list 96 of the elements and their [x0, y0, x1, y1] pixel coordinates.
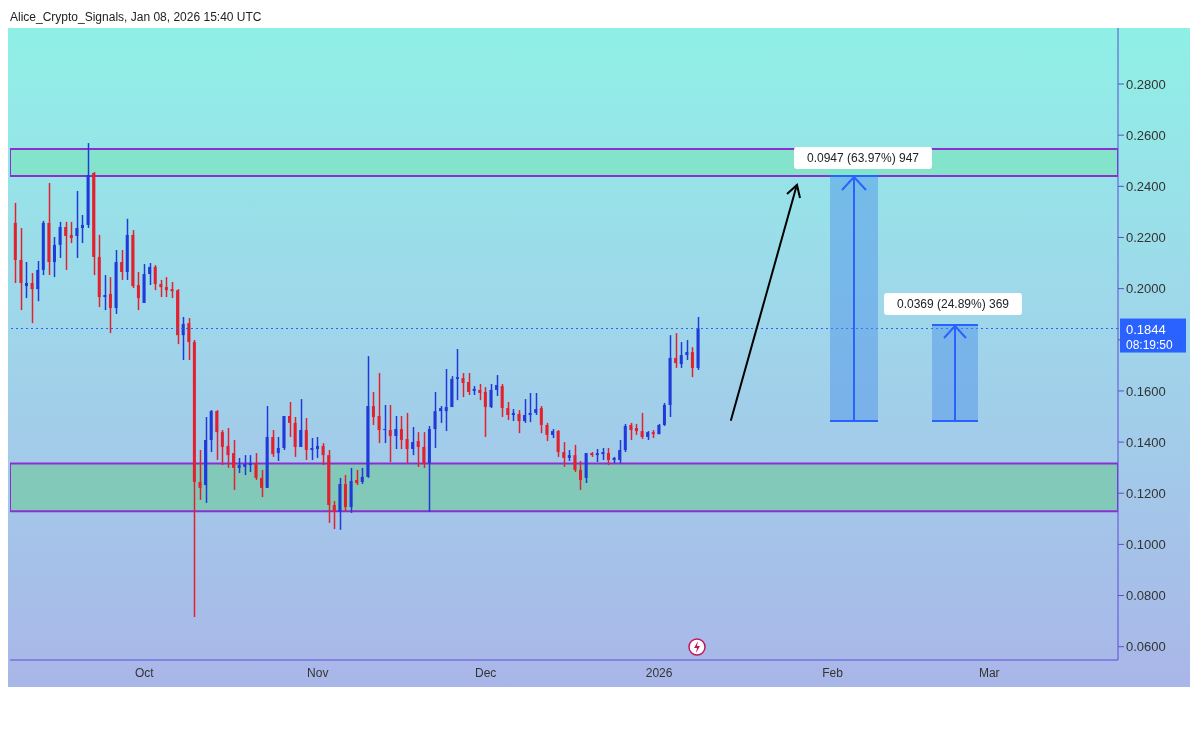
candlestick: [562, 441, 566, 468]
candlestick: [394, 415, 398, 450]
candlestick: [254, 452, 258, 481]
candlestick: [467, 372, 471, 396]
candlestick: [299, 398, 303, 448]
candlestick: [288, 401, 292, 438]
candlestick: [685, 339, 689, 361]
x-tick-label: Dec: [474, 665, 497, 680]
candlestick: [103, 274, 107, 311]
candlestick: [271, 429, 275, 458]
candlestick: [136, 271, 140, 311]
candlestick: [455, 348, 459, 401]
candlestick: [276, 436, 280, 462]
candlestick: [545, 422, 549, 442]
candlestick: [517, 409, 521, 434]
x-tick-label: Oct: [134, 665, 155, 680]
y-tick-label: 0.2600: [1126, 127, 1166, 143]
y-tick-label: 0.2800: [1126, 76, 1166, 92]
candlestick: [148, 262, 152, 286]
candlestick: [388, 404, 392, 463]
y-tick-label: 0.2000: [1126, 281, 1166, 297]
candlestick: [215, 409, 219, 461]
candlestick: [662, 402, 666, 427]
y-tick-label: 0.1000: [1126, 537, 1166, 553]
y-tick-label: 0.0800: [1126, 588, 1166, 604]
candlestick: [578, 460, 582, 491]
x-tick-label: Mar: [978, 665, 1000, 680]
candlestick: [69, 221, 73, 244]
candlestick: [120, 249, 124, 281]
y-tick-label: 0.1200: [1126, 485, 1166, 501]
candlestick: [422, 431, 426, 469]
y-tick-label: 0.2200: [1126, 230, 1166, 246]
candlestick: [640, 412, 644, 440]
y-tick-label: 0.1600: [1126, 383, 1166, 399]
candlestick: [399, 415, 403, 450]
candlestick: [377, 372, 381, 444]
candlestick: [528, 392, 532, 423]
candlestick: [198, 449, 202, 501]
candlestick: [444, 368, 448, 432]
candlestick: [24, 261, 28, 299]
candlestick: [108, 276, 112, 334]
candlestick: [19, 227, 23, 311]
candlestick: [332, 500, 336, 530]
candlestick: [226, 427, 230, 469]
candlestick: [573, 444, 577, 473]
candlestick: [164, 276, 168, 298]
candlestick: [371, 391, 375, 426]
annotation: 0.0369 (24.89%) 369: [896, 297, 1010, 311]
candlestick: [405, 412, 409, 464]
candlestick: [618, 439, 622, 464]
x-tick-label: Feb: [822, 665, 844, 680]
candlestick: [153, 264, 157, 291]
candlestick: [679, 341, 683, 369]
candlestick: [411, 426, 415, 456]
candlestick: [64, 221, 68, 271]
candlestick: [315, 436, 319, 459]
candlestick: [304, 417, 308, 461]
candlestick: [534, 392, 538, 416]
annotation: 0.0947 (63.97%) 947: [806, 151, 920, 165]
candlestick: [75, 190, 79, 259]
candlestick: [187, 317, 191, 361]
candlestick: [433, 391, 437, 449]
candlestick: [483, 386, 487, 438]
y-tick-label: 0.2400: [1126, 178, 1166, 194]
candlestick: [30, 272, 34, 324]
candlestick: [321, 442, 325, 466]
candlestick: [674, 332, 678, 369]
candlestick: [181, 316, 185, 361]
text: 08:19:50: [1126, 337, 1174, 352]
candlestick: [523, 398, 527, 424]
x-tick-label: 2026: [645, 665, 673, 680]
candlestick: [260, 469, 264, 498]
candlestick: [495, 374, 499, 397]
candlestick: [489, 383, 493, 409]
candlestick: [690, 346, 694, 378]
candlestick: [539, 405, 543, 434]
candlestick: [343, 474, 347, 513]
chart-title: Alice_Crypto_Signals, Jan 08, 2026 15:40 UTC: [9, 9, 263, 26]
candlestick: [500, 383, 504, 418]
candlestick: [556, 429, 560, 458]
candlestick: [416, 431, 420, 468]
candlestick: [506, 401, 510, 421]
candlestick: [80, 214, 84, 244]
candlestick: [220, 429, 224, 466]
candlestick: [36, 260, 40, 302]
candlestick: [461, 372, 465, 398]
candlestick: [310, 437, 314, 461]
candlestick: [58, 221, 62, 259]
candlestick: [232, 439, 236, 491]
x-tick-label: Nov: [307, 665, 329, 680]
y-tick-label: 0.1400: [1126, 434, 1166, 450]
candlestick: [383, 404, 387, 444]
ref-line-label: 0.1844: [1126, 321, 1166, 337]
candlestick: [243, 454, 247, 476]
y-tick-label: 0.0600: [1126, 639, 1166, 655]
candlestick: [52, 236, 56, 278]
